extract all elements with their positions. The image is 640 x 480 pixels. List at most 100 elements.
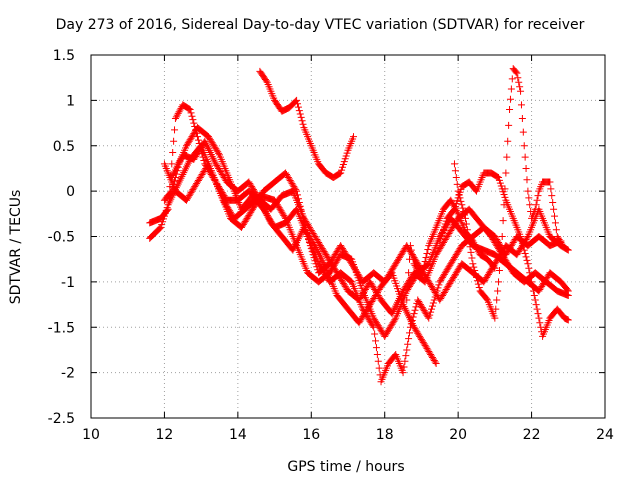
data-point — [190, 119, 198, 127]
y-tick-label: 0 — [66, 184, 75, 200]
data-point — [451, 167, 459, 175]
data-point — [502, 169, 510, 177]
data-point — [313, 263, 321, 271]
data-point — [421, 257, 429, 265]
data-point — [472, 270, 480, 278]
data-point — [524, 260, 532, 268]
data-point — [473, 273, 480, 281]
x-tick-label: 14 — [229, 427, 247, 443]
data-point — [298, 117, 306, 125]
data-point — [501, 193, 509, 201]
data-point — [372, 344, 380, 352]
series-4 — [256, 67, 358, 182]
data-point — [552, 226, 560, 234]
series-7 — [403, 196, 499, 304]
data-point — [499, 188, 507, 196]
data-point — [518, 115, 526, 123]
data-point — [186, 105, 194, 113]
data-point — [429, 299, 437, 307]
data-point — [369, 322, 377, 330]
data-point — [508, 75, 516, 83]
data-point — [505, 121, 513, 129]
data-point — [311, 257, 319, 265]
data-point — [513, 69, 521, 77]
data-point — [558, 240, 566, 248]
data-point — [435, 281, 443, 289]
series-2 — [160, 124, 565, 386]
data-point — [535, 314, 543, 322]
data-point — [185, 105, 193, 113]
data-point — [522, 253, 530, 261]
data-point — [309, 251, 317, 259]
data-point — [497, 244, 505, 252]
data-point — [491, 264, 499, 272]
data-point — [460, 208, 468, 216]
data-point — [453, 197, 461, 205]
data-point — [459, 204, 467, 212]
data-point — [475, 284, 483, 292]
data-point — [157, 223, 165, 231]
data-point — [441, 220, 449, 228]
data-point — [439, 226, 447, 234]
data-point — [564, 246, 572, 254]
data-point — [296, 202, 304, 210]
data-point — [299, 214, 307, 222]
data-point — [453, 208, 461, 216]
data-point — [490, 263, 498, 271]
data-point — [337, 169, 345, 177]
data-point — [517, 236, 525, 244]
data-point — [405, 335, 413, 343]
data-point — [500, 191, 508, 199]
data-point — [523, 256, 531, 264]
data-point — [563, 246, 571, 254]
axis-ticks: 10 12 14 16 18 20 22 24 1.5 1 0.5 0 -0.5 -1 -1.5 -2 -2.5 — [48, 48, 614, 443]
data-point — [339, 160, 347, 168]
data-point — [341, 155, 349, 163]
data-point — [407, 246, 415, 254]
data-point — [523, 176, 531, 184]
data-point — [503, 153, 511, 161]
data-point — [531, 296, 539, 304]
data-point — [371, 330, 379, 338]
data-point — [425, 314, 433, 322]
data-point — [520, 246, 528, 254]
data-point — [297, 113, 305, 121]
data-point — [517, 101, 525, 109]
data-point — [494, 287, 502, 295]
data-point — [493, 296, 501, 304]
data-point — [370, 323, 378, 331]
data-point — [422, 253, 430, 261]
data-point — [519, 128, 527, 136]
data-point — [504, 137, 512, 145]
y-axis-label: SDTVAR / TECUs — [8, 190, 24, 305]
data-point — [293, 187, 301, 195]
data-point — [298, 210, 306, 218]
data-point — [521, 153, 529, 161]
data-point — [454, 194, 462, 202]
data-point — [188, 112, 196, 120]
series-8 — [168, 137, 440, 368]
data-point — [408, 251, 416, 259]
data-point — [506, 105, 514, 113]
data-point — [498, 233, 506, 240]
data-point — [461, 211, 469, 219]
data-point — [375, 364, 383, 372]
data-point — [412, 303, 420, 311]
data-point — [418, 269, 426, 277]
data-point — [495, 278, 503, 286]
chart-title: Day 273 of 2016, Sidereal Day-to-day VTE… — [56, 17, 585, 33]
y-tick-label: 0.5 — [53, 139, 75, 155]
data-point — [296, 110, 304, 118]
data-point — [534, 310, 542, 318]
data-point — [492, 305, 500, 313]
data-point — [440, 223, 448, 231]
data-point — [533, 196, 541, 204]
data-point — [522, 164, 530, 172]
data-point — [403, 346, 411, 354]
data-point — [551, 212, 559, 220]
data-point — [536, 319, 544, 327]
data-point — [426, 311, 434, 319]
data-point — [417, 273, 425, 281]
data-point — [164, 205, 172, 213]
data-point — [350, 133, 358, 141]
